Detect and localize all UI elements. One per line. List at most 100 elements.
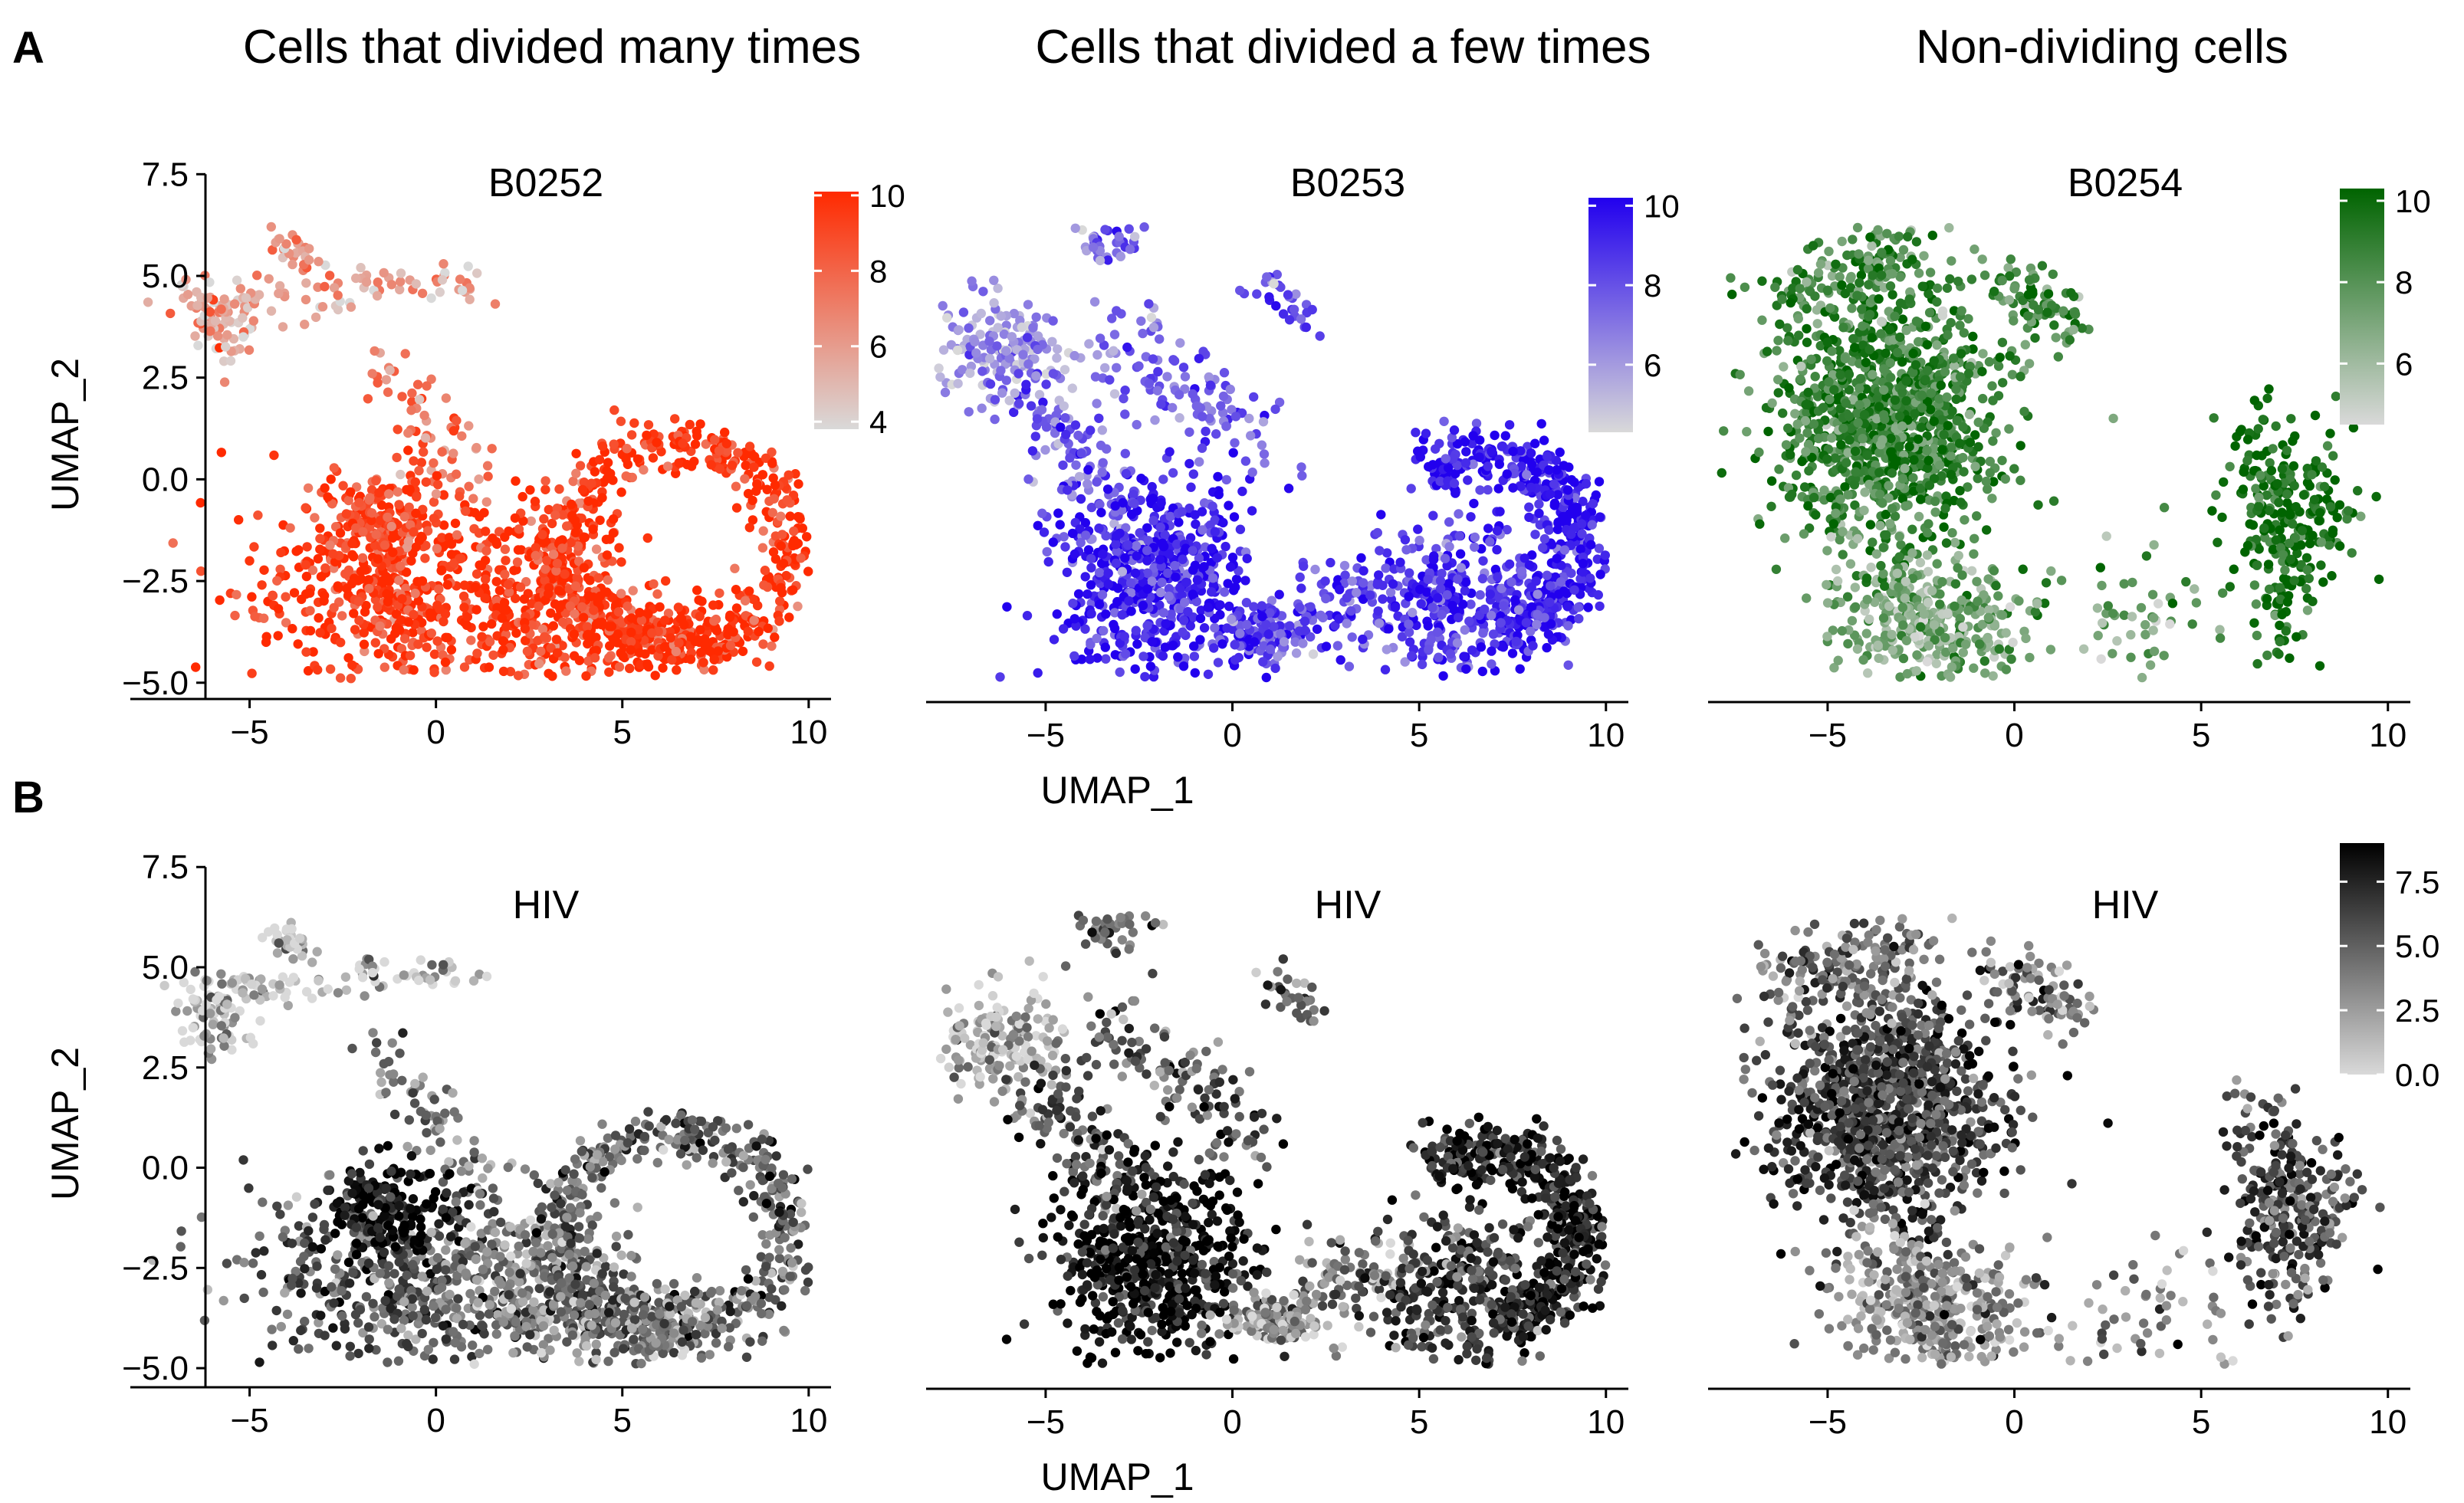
scatter-point: [1988, 436, 1998, 446]
scatter-point: [706, 460, 716, 470]
scatter-point: [464, 421, 474, 431]
scatter-point: [1073, 430, 1083, 441]
scatter-point: [1060, 542, 1070, 552]
y-tick-label: 7.5: [142, 156, 189, 193]
scatter-point: [1188, 546, 1198, 556]
scatter-point: [1221, 474, 1232, 485]
scatter-point: [1960, 515, 1970, 525]
scatter-point: [954, 325, 964, 335]
scatter-point: [1132, 419, 1142, 430]
scatter-point: [1101, 609, 1111, 619]
scatter-point: [1247, 506, 1257, 516]
scatter-point: [1221, 422, 1231, 432]
scatter-point: [1483, 523, 1493, 533]
scatter-point: [396, 644, 407, 654]
scatter-point: [340, 569, 350, 579]
scatter-point: [1284, 315, 1295, 325]
scatter-point: [1102, 484, 1113, 494]
scatter-point: [471, 442, 481, 453]
scatter-point: [1279, 637, 1289, 647]
y-axis-label: UMAP_2: [44, 358, 87, 511]
scatter-point: [356, 574, 366, 584]
scatter-point: [776, 582, 786, 592]
scatter-point: [414, 465, 424, 476]
scatter-point: [437, 275, 448, 285]
scatter-point: [372, 290, 383, 301]
scatter-point: [363, 394, 373, 404]
scatter-point: [487, 619, 497, 629]
scatter-point: [652, 438, 662, 448]
scatter-point: [1218, 517, 1228, 528]
scatter-point: [1478, 628, 1488, 638]
scatter-point: [470, 582, 481, 592]
scatter-point: [1124, 224, 1134, 234]
scatter-point: [403, 617, 414, 627]
scatter-point: [1144, 379, 1155, 389]
scatter-point: [491, 539, 502, 550]
scatter-point: [1538, 543, 1548, 553]
scatter-point: [1283, 290, 1293, 300]
scatter-point: [301, 647, 311, 657]
scatter-point: [359, 628, 369, 638]
scatter-point: [259, 565, 269, 575]
scatter-point: [1825, 394, 1835, 405]
scatter-point: [1790, 409, 1800, 418]
scatter-point: [1884, 325, 1895, 335]
legend-tick-label: 4: [869, 404, 887, 440]
scatter-point: [1069, 350, 1079, 361]
scatter-point: [310, 312, 321, 323]
scatter-point: [1876, 329, 1886, 339]
scatter-point: [1916, 494, 1926, 504]
scatter-point: [219, 294, 229, 304]
scatter-point: [731, 481, 741, 491]
scatter-point: [728, 627, 738, 637]
scatter-point: [557, 543, 567, 553]
scatter-point: [1207, 587, 1217, 597]
scatter-point: [1802, 337, 1812, 347]
scatter-point: [1809, 492, 1819, 503]
scatter-point: [410, 477, 420, 487]
scatter-point: [1118, 497, 1128, 508]
scatter-point: [565, 601, 575, 611]
scatter-point: [252, 271, 262, 281]
scatter-point: [1060, 413, 1070, 423]
scatter-point: [774, 616, 784, 626]
scatter-point: [432, 543, 442, 553]
scatter-point: [1549, 479, 1559, 489]
scatter-point: [448, 448, 458, 458]
scatter-point: [1230, 655, 1240, 665]
x-tick-label: 5: [613, 714, 632, 751]
scatter-point: [515, 582, 526, 592]
scatter-point: [1056, 422, 1066, 432]
scatter-point: [1130, 664, 1140, 674]
scatter-point: [560, 569, 570, 579]
scatter-point: [461, 506, 471, 517]
scatter-point: [1204, 372, 1214, 382]
scatter-point: [1545, 489, 1556, 499]
scatter-point: [1573, 602, 1583, 612]
scatter-point: [405, 651, 416, 661]
scatter-point: [1147, 481, 1157, 492]
legend-color-bar: [1588, 198, 1633, 432]
scatter-point: [1225, 562, 1236, 572]
scatter-point: [1864, 344, 1874, 355]
scatter-point: [356, 263, 366, 273]
scatter-point: [767, 458, 777, 468]
scatter-point: [497, 613, 508, 623]
scatter-point: [1395, 557, 1405, 567]
scatter-point: [388, 547, 398, 557]
scatter-point: [996, 366, 1006, 376]
scatter-point: [1438, 671, 1448, 681]
scatter-point: [953, 379, 963, 389]
scatter-point: [1530, 530, 1540, 540]
scatter-point: [1161, 619, 1171, 628]
scatter-point: [616, 487, 626, 497]
scatter-point: [281, 618, 291, 628]
scatter-point: [1840, 353, 1850, 364]
scatter-point: [759, 580, 769, 590]
scatter-point: [1105, 375, 1115, 385]
scatter-point: [1954, 438, 1965, 448]
scatter-point: [1853, 418, 1863, 428]
scatter-point: [1526, 448, 1536, 458]
scatter-point: [585, 576, 595, 586]
